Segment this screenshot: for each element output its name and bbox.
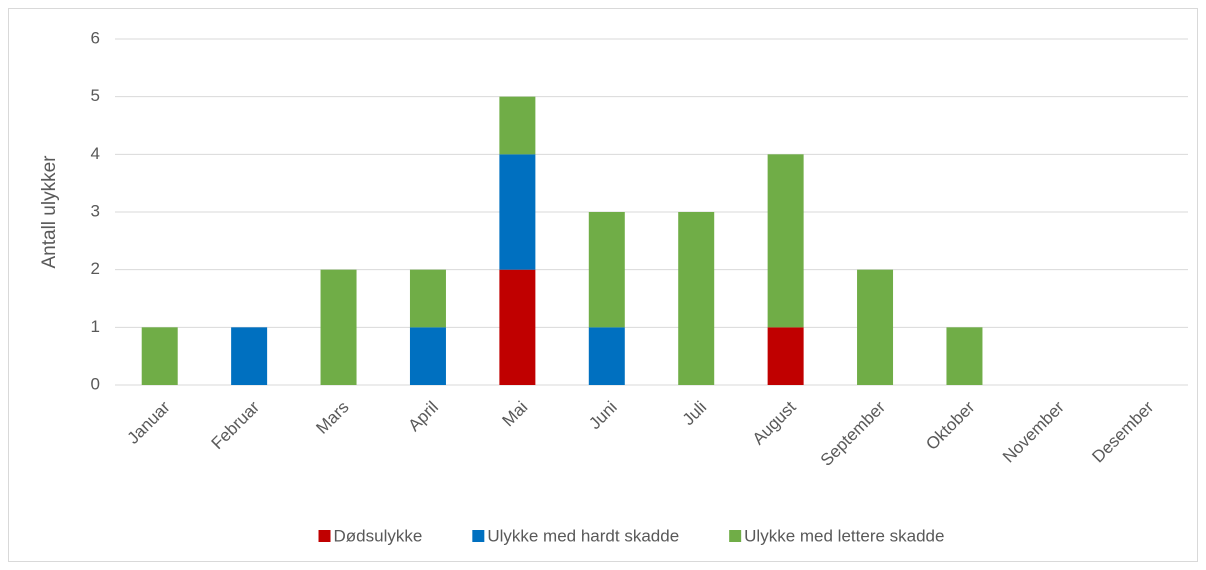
legend-label: Ulykke med lettere skadde: [744, 526, 944, 545]
y-tick-label: 5: [91, 86, 100, 105]
bar-segment: [141, 327, 178, 385]
legend-swatch: [318, 530, 331, 542]
legend-swatch: [729, 530, 742, 542]
bar-segment: [499, 154, 536, 270]
y-tick-label: 3: [91, 201, 100, 220]
bar-segment: [231, 327, 268, 385]
y-tick-label: 4: [91, 144, 100, 163]
y-tick-label: 2: [91, 259, 100, 278]
y-tick-label: 6: [91, 28, 100, 47]
legend-label: Ulykke med hardt skadde: [487, 526, 679, 545]
bar-segment: [499, 96, 536, 155]
bar-segment: [320, 269, 357, 385]
bar-segment: [588, 327, 625, 385]
legend-swatch: [472, 530, 485, 542]
y-tick-label: 1: [91, 317, 100, 336]
bar-segment: [499, 269, 536, 385]
bar-segment: [409, 269, 446, 328]
legend-label: Dødsulykke: [334, 526, 423, 545]
bar-segment: [946, 327, 983, 385]
bar-segment: [767, 154, 804, 328]
bar-segment: [857, 269, 894, 385]
bar-segment: [409, 327, 446, 385]
y-tick-label: 0: [91, 374, 100, 393]
bar-segment: [678, 212, 715, 385]
bar-segment: [767, 327, 804, 385]
bar-segment: [588, 212, 625, 328]
y-axis-label: Antall ulykker: [39, 155, 60, 269]
